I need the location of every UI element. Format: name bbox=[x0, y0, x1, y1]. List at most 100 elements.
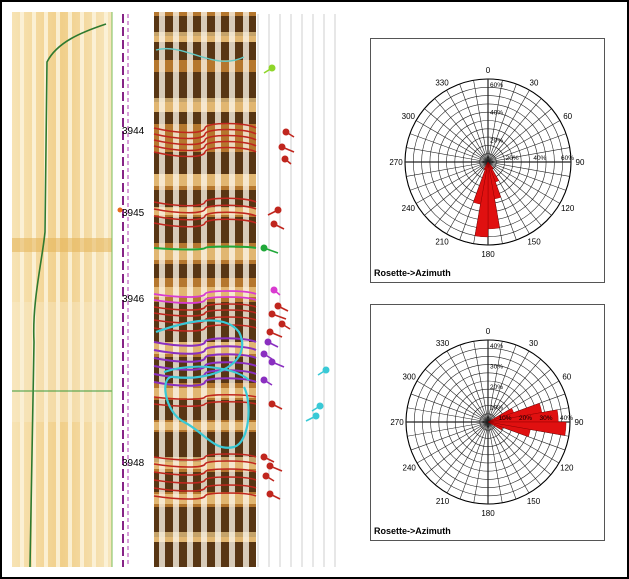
rose-spoke bbox=[487, 369, 552, 423]
dip-tadpole-tail bbox=[263, 353, 273, 360]
rose-spoke bbox=[487, 358, 541, 423]
rose-ring-label: 10% bbox=[490, 405, 503, 412]
dip-tadpole-tail bbox=[305, 415, 317, 422]
rose-spoke bbox=[487, 147, 570, 163]
rose-spoke bbox=[435, 358, 489, 423]
dip-tadpole-tail bbox=[271, 403, 283, 410]
rose-ring-label: 20% bbox=[490, 384, 503, 391]
rose-spoke bbox=[406, 161, 489, 177]
rose-ring-label: 40% bbox=[533, 155, 546, 162]
rose-direction-label: 90 bbox=[575, 418, 584, 427]
rose-spoke bbox=[407, 407, 489, 423]
rose-spoke bbox=[487, 80, 503, 163]
rose-spoke bbox=[435, 421, 489, 486]
rose-spoke bbox=[473, 80, 489, 163]
rose-spoke bbox=[487, 421, 503, 503]
rose-spoke bbox=[434, 98, 489, 163]
rose-spoke bbox=[410, 421, 489, 451]
fracture-sinusoid bbox=[153, 353, 257, 363]
rose-spoke bbox=[415, 120, 489, 163]
rose-ring-label: 30% bbox=[540, 415, 553, 422]
sand-stripe bbox=[44, 12, 48, 567]
bedding-sinusoid bbox=[153, 324, 257, 332]
rose-spoke bbox=[446, 350, 489, 423]
dip-tadpole-tail bbox=[281, 323, 291, 330]
dip-tadpole-tail bbox=[284, 158, 292, 165]
dip-tadpole-tail bbox=[271, 313, 287, 320]
rose-direction-label: 330 bbox=[436, 339, 450, 348]
cyan-sinusoid bbox=[155, 319, 250, 449]
rose-1-plot: 0 30 60 90 120 150 180 210 240 270 300 330 10% 10% 20%… bbox=[390, 327, 584, 518]
bedding-sinusoid bbox=[153, 453, 257, 461]
rose-direction-label: 150 bbox=[527, 497, 541, 506]
rose-direction-label: 210 bbox=[436, 497, 450, 506]
bedding-sinusoid bbox=[153, 128, 257, 140]
bedding-sinusoid bbox=[153, 218, 257, 228]
rose-spoke bbox=[473, 421, 489, 503]
bedding-sinusoid bbox=[153, 146, 257, 158]
rose-direction-label: 0 bbox=[486, 327, 491, 336]
dip-tadpole-tail bbox=[267, 341, 279, 348]
rose-petal bbox=[487, 421, 503, 431]
rose-ring-label: 10% bbox=[499, 415, 512, 422]
dip-tadpole-tail bbox=[273, 223, 285, 230]
rose-ring-label: 20% bbox=[519, 415, 532, 422]
bedding-sinusoid bbox=[153, 492, 257, 500]
bedding-sinusoid bbox=[153, 204, 257, 214]
rose-spoke bbox=[407, 421, 489, 437]
rose-spoke bbox=[487, 161, 570, 177]
depth-label: 3945 bbox=[122, 208, 145, 219]
rose-direction-label: 240 bbox=[403, 464, 417, 473]
rose-spoke bbox=[487, 133, 567, 163]
rose-petal bbox=[483, 161, 489, 170]
rose-ring-label: 40% bbox=[560, 415, 573, 422]
dip-tadpole-tail bbox=[285, 131, 295, 138]
dip-tadpole-tail bbox=[311, 405, 321, 412]
rose-caption: Rosette->Azimuth bbox=[374, 526, 451, 536]
dip-tadpole-tail bbox=[267, 209, 279, 216]
rose-spoke bbox=[459, 421, 489, 500]
rose-diagram-top: 0 30 60 90 120 150 180 210 240 270 300 330 20% 20% 40%… bbox=[370, 38, 605, 283]
sand-track bbox=[12, 12, 112, 567]
rose-spoke bbox=[487, 120, 561, 163]
rose-spoke bbox=[487, 341, 503, 423]
rose-spoke bbox=[487, 161, 567, 191]
rose-spoke bbox=[487, 108, 552, 163]
pad-gap bbox=[159, 12, 165, 567]
rose-ring-label: 40% bbox=[490, 343, 503, 350]
rose-spoke bbox=[416, 421, 489, 464]
dip-tadpole-tail bbox=[277, 305, 289, 312]
sand-band bbox=[12, 238, 112, 252]
dip-tadpole-tail bbox=[269, 331, 283, 338]
dip-tadpole-tail bbox=[263, 67, 273, 74]
rose-spoke bbox=[487, 98, 542, 163]
rose-direction-label: 330 bbox=[435, 78, 449, 87]
gamma-curve bbox=[29, 23, 107, 568]
rose-direction-label: 300 bbox=[402, 112, 416, 121]
rose-0-plot: 0 30 60 90 120 150 180 210 240 270 300 330 20% 20% 40%… bbox=[389, 66, 585, 259]
bedding-sinusoid bbox=[153, 476, 257, 484]
bedding-sinusoid bbox=[153, 393, 257, 401]
rose-direction-label: 300 bbox=[403, 373, 417, 382]
rose-spoke bbox=[473, 341, 489, 423]
bedding-sinusoid bbox=[153, 400, 257, 408]
pad-gap bbox=[243, 12, 249, 567]
sand-stripe bbox=[68, 12, 72, 567]
pad-gap bbox=[187, 12, 193, 567]
bedding-sinusoid bbox=[153, 197, 257, 207]
rose-spoke bbox=[487, 89, 530, 163]
pad-gap bbox=[201, 12, 207, 567]
rose-spoke bbox=[487, 350, 530, 423]
rose-direction-label: 120 bbox=[561, 204, 575, 213]
rose-ring-label: 60% bbox=[490, 82, 503, 89]
bedding-sinusoid bbox=[153, 460, 257, 468]
rose-direction-label: 60 bbox=[563, 112, 572, 121]
pad-gap bbox=[215, 12, 221, 567]
rose-spoke bbox=[459, 344, 489, 423]
sand-stripe bbox=[56, 12, 60, 567]
depth-label: 3948 bbox=[122, 458, 145, 469]
pad-gap bbox=[229, 12, 235, 567]
sand-stripe bbox=[32, 12, 36, 567]
rose-spoke bbox=[487, 421, 517, 500]
